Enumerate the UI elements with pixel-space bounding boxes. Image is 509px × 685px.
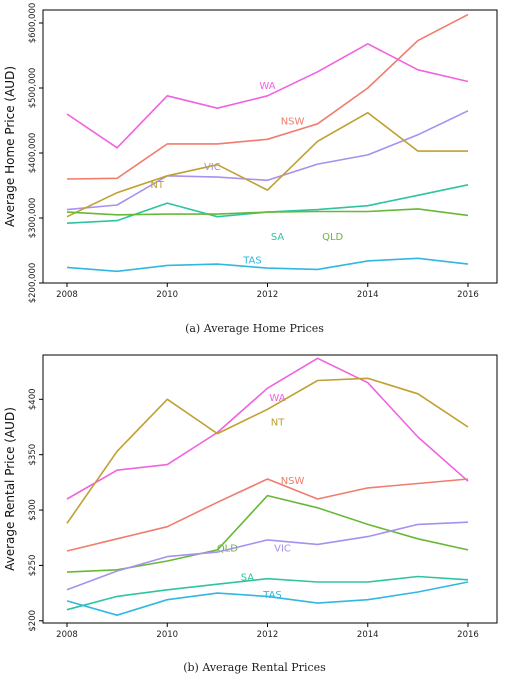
y-axis-title: Average Rental Price (AUD) xyxy=(3,407,17,571)
y-tick-label: $300,000 xyxy=(28,198,38,239)
series-label-tas: TAS xyxy=(262,590,282,601)
series-label-nsw: NSW xyxy=(281,476,305,487)
series-label-nsw: NSW xyxy=(281,117,305,128)
y-tick-label: $600,000 xyxy=(28,3,38,44)
plot-frame xyxy=(42,354,498,624)
plot-frame xyxy=(42,9,498,284)
series-label-sa: SA xyxy=(241,572,255,583)
home-price-panel: $200,000 $300,000 $400,000 $500,000 $600,000… xyxy=(3,3,498,335)
x-tick-label: 2008 xyxy=(56,630,78,640)
x-tick-label: 2010 xyxy=(156,290,178,300)
series-label-wa: WA xyxy=(259,81,275,92)
series-line-qld xyxy=(66,494,469,573)
x-tick-label: 2008 xyxy=(56,290,78,300)
series-line-tas xyxy=(66,581,469,617)
series-line-nsw xyxy=(66,13,469,180)
series-line-tas xyxy=(66,257,469,273)
x-tick-label: 2014 xyxy=(357,630,379,640)
series-label-vic: VIC xyxy=(204,162,221,173)
series-line-nt xyxy=(66,111,468,218)
series-line-nsw xyxy=(66,478,469,552)
rental-price-chart: $200 $250 $300 $350 $400 2008 2010 2012 2014 2016… xyxy=(3,354,498,640)
series-line-vic xyxy=(66,521,469,591)
chart-caption-b: (b) Average Rental Prices xyxy=(183,661,326,674)
x-tick-label: 2016 xyxy=(457,630,479,640)
y-tick-label: $350 xyxy=(28,444,38,466)
series-line-wa xyxy=(66,42,469,149)
y-tick-label: $200,000 xyxy=(28,263,38,304)
series-label-qld: QLD xyxy=(322,232,343,243)
y-tick-label: $400,000 xyxy=(28,133,38,174)
y-tick-label: $250 xyxy=(28,555,38,577)
series-line-nt xyxy=(66,377,469,524)
series-line-wa xyxy=(66,357,469,500)
series-label-wa: WA xyxy=(269,393,285,404)
series-line-vic xyxy=(66,110,469,211)
chart-caption-a: (a) Average Home Prices xyxy=(185,322,324,335)
x-tick-label: 2012 xyxy=(257,290,279,300)
series-label-nt: NT xyxy=(271,417,285,428)
x-tick-label: 2016 xyxy=(457,290,479,300)
series-label-nt: NT xyxy=(150,180,164,191)
series-label-sa: SA xyxy=(271,232,285,243)
series-label-vic: VIC xyxy=(274,544,291,555)
y-tick-label: $300 xyxy=(28,499,38,521)
x-tick-label: 2010 xyxy=(156,630,178,640)
y-tick-label: $400 xyxy=(28,388,38,410)
x-tick-label: 2012 xyxy=(257,630,279,640)
series-line-sa xyxy=(66,575,469,611)
home-price-chart: $200,000 $300,000 $400,000 $500,000 $600,000… xyxy=(3,3,498,304)
y-axis-title: Average Home Price (AUD) xyxy=(3,66,17,227)
x-tick-label: 2014 xyxy=(357,290,379,300)
rental-price-panel: $200 $250 $300 $350 $400 2008 2010 2012 2014 2016… xyxy=(0,343,509,685)
y-tick-label: $200 xyxy=(28,610,38,632)
y-tick-label: $500,000 xyxy=(28,68,38,109)
series-label-tas: TAS xyxy=(242,256,262,267)
series-line-qld xyxy=(66,208,469,217)
